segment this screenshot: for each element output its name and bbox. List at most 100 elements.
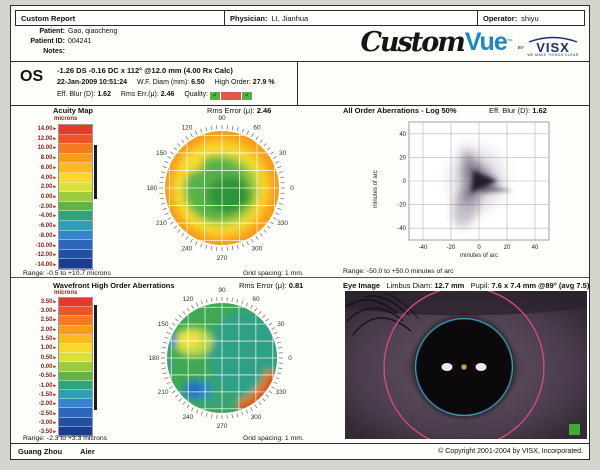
acuity-map-title: Acuity Map xyxy=(53,106,94,115)
quality-label: Quality: xyxy=(184,91,209,98)
high-order-label: High Order: xyxy=(214,79,251,86)
svg-text:-20: -20 xyxy=(447,245,456,251)
rx-line: -1.26 DS -0.16 DC x 112° @12.0 mm (4.00 … xyxy=(57,66,233,75)
svg-text:-40: -40 xyxy=(397,226,406,232)
acuity-grid-text: Grid spacing: 1 mm. xyxy=(243,270,304,277)
eff-blur-value: 1.62 xyxy=(97,91,111,98)
patient-id-value: 004241 xyxy=(68,38,92,45)
highorder-map-plot: 0 30 60 90 120 150 180 210 240 270 300 330 xyxy=(149,287,293,430)
patient-id-label: Patient ID: xyxy=(30,38,65,45)
svg-text:150: 150 xyxy=(158,321,169,328)
footer: Guang Zhou Aier © Copyright 2001-2004 by… xyxy=(11,443,589,459)
site-name-2: Aier xyxy=(80,447,95,456)
physician-label: Physician: xyxy=(230,13,268,23)
operator-value: shiyu xyxy=(521,13,539,23)
psf-eff-blur: Eff. Blur (D): 1.62 xyxy=(489,106,547,115)
customvue-logo: Custom Vue ™ BY VISX WE MAKE THINGS CLEAR xyxy=(311,24,579,60)
report-page: Custom Report Physician: LI, Jianhua Ope… xyxy=(10,5,590,460)
svg-text:210: 210 xyxy=(158,389,169,396)
copyright: © Copyright 2001-2004 by VISX, Incorpora… xyxy=(438,448,583,455)
svg-text:240: 240 xyxy=(182,246,193,253)
visx-name: VISX xyxy=(536,39,570,55)
os-box xyxy=(11,62,298,105)
wf-diam-value: 6.50 xyxy=(191,79,205,86)
svg-text:60: 60 xyxy=(252,296,260,303)
eye-label: OS xyxy=(20,68,44,85)
visx-tagline: WE MAKE THINGS CLEAR xyxy=(527,52,579,57)
svg-text:40: 40 xyxy=(399,132,406,138)
pupil-circle-overlay xyxy=(414,317,514,417)
psf-y-axis-label: minutes of arc xyxy=(373,170,379,208)
report-title: Custom Report xyxy=(21,13,76,23)
svg-text:120: 120 xyxy=(182,124,193,131)
patient-block: Patient: Gao, qiaocheng Patient ID: 004241… xyxy=(17,27,237,57)
eyelid-shadow xyxy=(345,291,587,316)
svg-text:150: 150 xyxy=(156,150,167,157)
svg-text:330: 330 xyxy=(275,389,286,396)
os-summary-strip: OS -1.26 DS -0.16 DC x 112° @12.0 mm (4.… xyxy=(11,61,589,106)
logo-by-text: BY xyxy=(517,44,524,50)
patient-name: Gao, qiaocheng xyxy=(68,28,118,35)
svg-text:30: 30 xyxy=(277,321,285,328)
notes-label: Notes: xyxy=(43,48,65,55)
operator-label: Operator: xyxy=(483,13,518,23)
logo-custom-text: Custom xyxy=(360,26,465,58)
svg-text:0: 0 xyxy=(290,185,294,192)
eye-image-header: Eye Image Limbus Diam: 12.7 mm Pupil: 7.… xyxy=(343,281,589,290)
svg-text:90: 90 xyxy=(218,115,226,122)
psf-blob xyxy=(449,144,513,228)
svg-text:240: 240 xyxy=(183,414,194,421)
svg-text:0: 0 xyxy=(477,245,481,251)
eff-blur-label: Eff. Blur (D): xyxy=(57,91,96,98)
glint-left xyxy=(441,363,453,371)
rms-err-value: 2.46 xyxy=(160,91,175,98)
svg-text:330: 330 xyxy=(277,220,288,227)
svg-text:120: 120 xyxy=(183,296,194,303)
svg-text:270: 270 xyxy=(217,423,228,430)
limbus-value: 12.7 mm xyxy=(434,281,465,290)
status-square xyxy=(569,424,580,435)
site-name-1: Guang Zhou xyxy=(18,447,63,456)
header-row: Custom Report Physician: LI, Jianhua Ope… xyxy=(15,10,585,26)
svg-text:60: 60 xyxy=(253,124,261,131)
svg-text:180: 180 xyxy=(149,355,160,362)
high-order-value: 27.9 % xyxy=(252,79,275,86)
limbus-circle-overlay xyxy=(383,291,545,439)
quality-indicator: ✓ ✓ xyxy=(210,92,253,100)
pupil-value: 7.6 x 7.4 mm @89° (avg 7.5) xyxy=(491,281,590,290)
acuity-range-marker xyxy=(94,144,97,200)
svg-text:-20: -20 xyxy=(397,203,406,209)
logo-vue-text: Vue xyxy=(464,27,508,56)
patient-label: Patient: xyxy=(39,28,65,35)
svg-text:0: 0 xyxy=(288,355,292,362)
svg-text:180: 180 xyxy=(147,185,158,192)
svg-text:0: 0 xyxy=(403,179,407,185)
svg-text:300: 300 xyxy=(252,246,263,253)
svg-text:30: 30 xyxy=(279,150,287,157)
eye-image-title: Eye Image xyxy=(343,281,381,290)
visx-arc-icon xyxy=(528,36,578,43)
svg-text:270: 270 xyxy=(217,255,228,262)
psf-range-text: Range: -50.0 to +50.0 minutes of arc xyxy=(343,268,454,275)
highorder-rms: Rms Error (μ): 0.81 xyxy=(239,281,304,290)
highorder-range-text: Range: -2.3 to +3.3 microns xyxy=(23,435,108,442)
highorder-range-marker xyxy=(94,305,97,410)
limbus-label: Limbus Diam: xyxy=(386,281,433,290)
highorder-units: microns xyxy=(54,290,78,296)
operator-cell: Operator: shiyu xyxy=(478,11,584,25)
glint-right xyxy=(475,363,487,371)
rms-err-label: Rms Err.(μ): xyxy=(120,91,159,98)
svg-text:300: 300 xyxy=(251,414,262,421)
section-divider xyxy=(11,277,589,278)
psf-x-axis-label: minutes of arc xyxy=(460,253,498,259)
eyelashes xyxy=(345,292,420,336)
svg-text:210: 210 xyxy=(156,220,167,227)
highorder-color-scale: 3.50 ▸ 3.00 ▸ 2.50 ▸ 2.00 ▸ 1.50 ▸ 1.00 ▸ 0.50 ▸ 0.00 ▸… xyxy=(21,297,99,437)
physician-value: LI, Jianhua xyxy=(271,13,309,23)
svg-text:40: 40 xyxy=(532,245,539,251)
svg-text:-40: -40 xyxy=(419,245,428,251)
svg-text:90: 90 xyxy=(218,287,226,294)
eye-image xyxy=(345,291,587,439)
highorder-grid-text: Grid spacing: 1 mm. xyxy=(243,435,304,442)
svg-text:20: 20 xyxy=(504,245,511,251)
